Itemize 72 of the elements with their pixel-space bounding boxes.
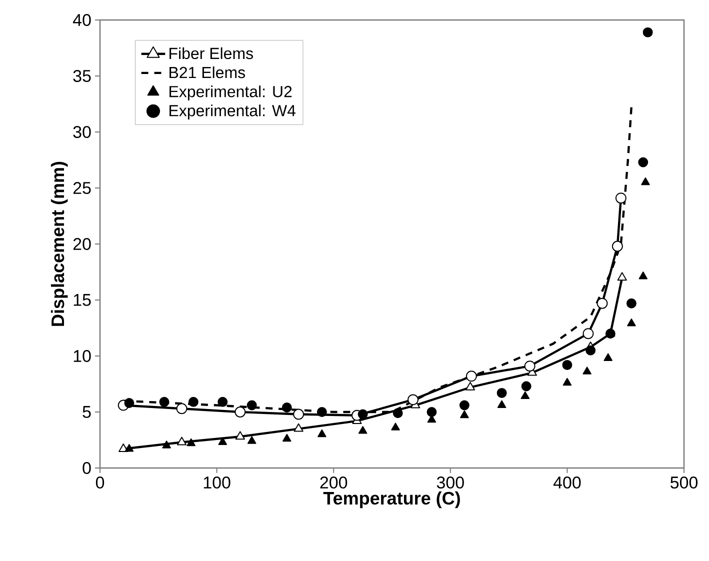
point — [176, 436, 187, 446]
y-tick-label: 25 — [73, 182, 91, 194]
point — [562, 378, 572, 386]
point — [247, 436, 256, 444]
point — [162, 440, 171, 448]
point — [282, 434, 292, 442]
x-tick-label: 100 — [204, 476, 230, 489]
point — [176, 403, 188, 414]
y-axis-title: Displacement (mm) — [50, 162, 68, 326]
point — [612, 240, 623, 252]
point — [596, 298, 608, 309]
point — [626, 298, 636, 308]
point — [282, 402, 292, 412]
point — [218, 437, 228, 445]
point — [466, 370, 477, 382]
legend-label: Experimental: U2 — [170, 85, 292, 100]
y-tick-label: 20 — [73, 238, 91, 250]
y-tick-label: 10 — [74, 350, 91, 362]
point — [159, 396, 170, 407]
point — [617, 272, 627, 281]
point — [358, 409, 368, 420]
point — [521, 381, 532, 392]
point — [615, 192, 626, 204]
point — [460, 410, 469, 418]
point — [582, 366, 592, 374]
point — [562, 360, 572, 370]
point — [642, 27, 653, 38]
x-tick-label: 500 — [670, 476, 698, 489]
x-tick-label: 0 — [96, 476, 104, 489]
legend-label: Experimental: W4 — [170, 104, 296, 120]
point — [124, 398, 134, 408]
point — [294, 423, 304, 432]
point — [124, 444, 134, 452]
point — [641, 177, 650, 186]
point — [408, 394, 419, 406]
legend-label: Fiber Elems — [170, 47, 253, 60]
point — [235, 431, 245, 440]
point — [627, 318, 636, 326]
point — [293, 408, 304, 420]
point — [426, 407, 437, 417]
x-tick-label: 300 — [436, 476, 464, 489]
point — [520, 391, 530, 400]
point — [465, 382, 476, 390]
point — [604, 353, 612, 361]
point — [586, 345, 596, 356]
y-tick-label: 15 — [74, 294, 91, 306]
point — [246, 400, 257, 410]
point — [316, 407, 327, 417]
point — [459, 400, 470, 410]
x-tick-label: 200 — [320, 476, 348, 489]
point — [391, 422, 400, 430]
point — [358, 426, 368, 434]
x-axis-title: Temperature (C) — [323, 491, 460, 508]
legend-label: B21 Elems — [170, 66, 245, 78]
point — [188, 396, 198, 407]
y-tick-label: 35 — [73, 70, 91, 82]
point — [524, 360, 536, 372]
point — [318, 429, 326, 438]
y-tick-label: 30 — [73, 126, 91, 138]
point — [218, 396, 228, 407]
x-tick-label: 400 — [553, 476, 581, 489]
point — [186, 438, 196, 446]
point — [638, 157, 648, 168]
y-tick-label: 5 — [82, 406, 91, 418]
y-tick-label: 0 — [82, 462, 91, 474]
point — [638, 271, 648, 280]
point — [234, 406, 246, 418]
y-tick-label: 40 — [72, 14, 91, 26]
point — [582, 328, 594, 340]
point — [496, 388, 507, 398]
point — [497, 400, 506, 408]
point — [392, 408, 403, 418]
